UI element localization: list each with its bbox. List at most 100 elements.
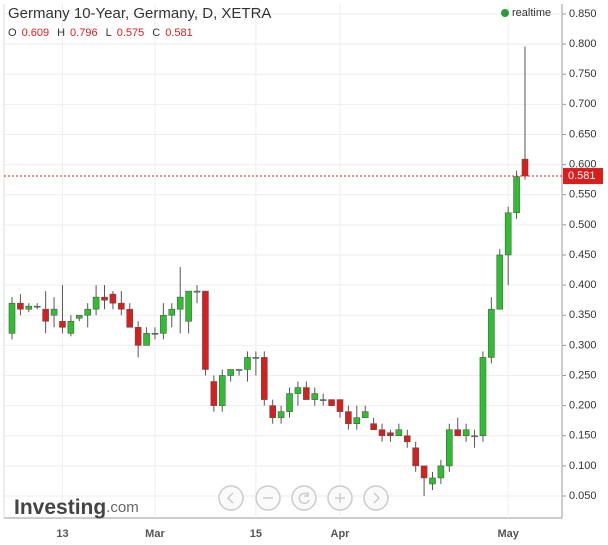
y-tick-label: 0.700 [569, 98, 597, 110]
icon [373, 492, 381, 504]
candle-body [395, 429, 403, 437]
candle-body [504, 212, 512, 256]
y-tick-label: 0.750 [569, 68, 597, 80]
candle-body [134, 326, 142, 346]
candle-body [437, 465, 445, 479]
x-tick-label: Mar [145, 528, 165, 540]
ohlc-value: 0.575 [117, 27, 145, 39]
scroll-left-button[interactable] [218, 485, 244, 511]
logo-text: Investing [14, 496, 106, 519]
candle-body [488, 308, 495, 358]
candle-body [168, 308, 176, 316]
candle-body [8, 302, 16, 334]
y-tick-label: 0.250 [569, 369, 597, 381]
candle-body [387, 432, 394, 437]
y-tick-label: 0.650 [569, 128, 597, 140]
candle-body [260, 357, 268, 400]
candle-body [17, 302, 24, 310]
y-tick-label: 0.600 [569, 158, 597, 170]
candle-body [151, 333, 159, 335]
reset-button[interactable] [291, 485, 317, 511]
logo: Investing.com [14, 496, 139, 519]
candle-body [412, 447, 419, 467]
candle-body [521, 158, 529, 177]
scroll-right-button[interactable] [363, 485, 389, 511]
candle-body [84, 308, 91, 316]
candle-body [126, 308, 134, 328]
candle-body [513, 176, 520, 214]
candle-body [471, 435, 478, 438]
candle-body [67, 320, 75, 334]
candle-body [496, 254, 504, 310]
candle-body [202, 290, 209, 370]
ohlc-value: 0.581 [165, 27, 193, 39]
y-tick-label: 0.800 [569, 38, 597, 50]
status-dot [501, 9, 509, 17]
candle-body [210, 381, 218, 406]
candle-body [193, 290, 201, 293]
y-tick-label: 0.150 [569, 430, 597, 442]
candle-body [25, 305, 33, 310]
candle-body [286, 393, 293, 412]
ohlc-value: 0.609 [22, 27, 50, 39]
candle-body [109, 293, 117, 304]
icon [335, 493, 345, 503]
candle-body [319, 399, 327, 401]
candle-body [479, 357, 487, 437]
ohlc-key: H [57, 27, 65, 39]
candle-body [92, 296, 100, 310]
y-tick-label: 0.850 [569, 8, 597, 20]
x-tick-label: 13 [56, 528, 68, 540]
candle-body [311, 393, 319, 400]
y-tick-label: 0.500 [569, 219, 597, 231]
ohlc-value: 0.796 [70, 27, 98, 39]
last-price-label: 0.581 [568, 170, 596, 182]
y-tick-label: 0.200 [569, 400, 597, 412]
candle-body [294, 387, 302, 394]
candle-body [303, 387, 310, 400]
x-tick-label: 15 [250, 528, 262, 540]
candle-body [353, 417, 361, 424]
candle-body [378, 429, 386, 437]
plot: 0.050 0.100 0.150 0.200 0.250 0.300 0.350 0.400… [3, 4, 603, 540]
candle-body [33, 305, 41, 308]
candle-body [176, 296, 184, 310]
nav-buttons [218, 485, 389, 511]
y-tick-label: 0.550 [569, 189, 597, 201]
candle-body [75, 314, 83, 319]
x-tick-label: Apr [331, 528, 351, 540]
candle-body [454, 429, 462, 437]
candle-body [446, 429, 453, 467]
candle-body [252, 357, 260, 359]
candle-body [370, 423, 377, 431]
last-price-box [563, 168, 603, 185]
candle-body [160, 314, 167, 334]
candle-body [403, 435, 411, 443]
ohlc-key: L [106, 27, 112, 39]
x-tick-label: May [497, 528, 519, 540]
candle-body [50, 308, 58, 316]
candle-body [59, 320, 66, 328]
icon [226, 492, 234, 504]
candle-body [244, 357, 251, 370]
chart-title: Germany 10-Year, Germany, D, XETRA [8, 5, 271, 22]
candle-body [118, 302, 125, 310]
status: realtime [512, 7, 551, 19]
logo-suffix: .com [106, 499, 139, 516]
candle-body [185, 290, 192, 322]
ohlc-key: C [152, 27, 160, 39]
candle-body [361, 411, 369, 418]
y-tick-label: 0.100 [569, 460, 597, 472]
y-tick-label: 0.300 [569, 339, 597, 351]
candle-body [328, 399, 335, 406]
candle-body [227, 369, 234, 376]
candle-body [235, 369, 243, 371]
y-tick-label: 0.350 [569, 309, 597, 321]
candle-body [336, 399, 344, 412]
candle-body [42, 308, 49, 322]
candle-body [277, 411, 285, 418]
candle-body [101, 296, 108, 301]
candle-body [462, 429, 470, 437]
